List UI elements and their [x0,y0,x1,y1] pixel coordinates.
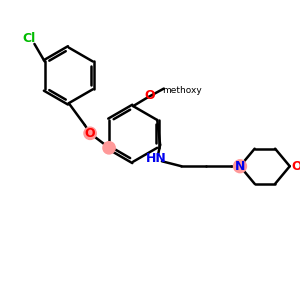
Circle shape [84,127,96,140]
Text: O: O [85,127,95,140]
Text: N: N [235,160,245,173]
Text: O: O [291,160,300,173]
Circle shape [234,160,247,173]
Text: HN: HN [146,152,167,165]
Text: methoxy: methoxy [162,86,202,95]
Circle shape [103,142,115,154]
Text: Cl: Cl [22,32,36,45]
Text: O: O [144,89,154,102]
